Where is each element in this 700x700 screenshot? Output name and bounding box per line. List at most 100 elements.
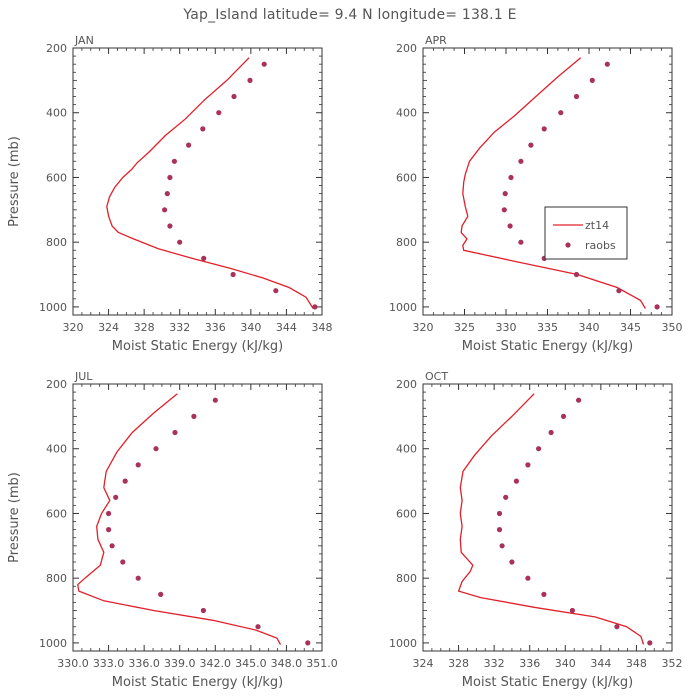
panel-label: JUL	[74, 370, 93, 383]
x-tick-label: 351.0	[306, 657, 338, 670]
data-point-raobs	[247, 77, 253, 83]
data-point-raobs	[541, 591, 547, 598]
x-tick-label: 336.0	[128, 657, 160, 670]
y-axis-label: Pressure (mb)	[7, 472, 22, 563]
plot-frame	[72, 47, 323, 316]
data-point-raobs	[496, 510, 503, 517]
x-tick-label: 348	[312, 321, 333, 334]
data-point-raobs	[135, 575, 141, 581]
figure-title: Yap_Island latitude= 9.4 N longitude= 13…	[182, 7, 516, 23]
data-point-raobs	[525, 462, 531, 468]
x-tick-label: 332	[484, 657, 505, 670]
y-tick-label: 800	[396, 572, 417, 585]
data-point-raobs	[501, 207, 507, 213]
x-tick-label: 320	[63, 321, 84, 334]
data-point-raobs	[312, 304, 318, 310]
x-tick-label: 340	[240, 321, 261, 334]
x-tick-label: 348.0	[271, 657, 303, 670]
y-tick-label: 200	[46, 42, 67, 55]
data-point-raobs	[109, 543, 115, 549]
data-point-raobs	[135, 462, 141, 468]
data-point-raobs	[616, 288, 622, 294]
series-line-zt14	[457, 393, 645, 645]
legend-entry-raobs: raobs	[585, 239, 616, 252]
data-point-raobs	[518, 239, 524, 245]
data-point-raobs	[569, 607, 576, 614]
data-point-raobs	[502, 191, 508, 197]
x-axis-label: Moist Static Energy (kJ/kg)	[112, 675, 283, 690]
y-tick-label: 1000	[39, 301, 67, 314]
panel-oct: 324 328 332 336 340 344 348 352 200 400 600 800 1000…	[389, 370, 683, 690]
data-point-raobs	[604, 61, 610, 67]
y-tick-label: 400	[46, 107, 67, 120]
panel-apr: 320 325 330 335 340 345 350 200 400 600 800 1000 APR…	[389, 34, 683, 354]
x-tick-label: 328	[134, 321, 155, 334]
x-tick-label: 340	[579, 321, 600, 334]
data-point-raobs	[230, 271, 236, 278]
panel-label: OCT	[425, 370, 448, 383]
y-tick-label: 400	[46, 443, 67, 456]
data-point-raobs	[528, 142, 534, 148]
y-tick-label: 600	[396, 171, 417, 184]
data-point-raobs	[560, 413, 567, 419]
x-tick-label: 345	[620, 321, 641, 334]
x-tick-label: 330.0	[57, 657, 89, 670]
x-axis-label: Moist Static Energy (kJ/kg)	[112, 339, 283, 354]
x-tick-label: 325	[454, 321, 475, 334]
panel-jul: 330.0 333.0 336.0 339.0 342.0 345.0 348.0 351.0…	[7, 370, 338, 690]
x-tick-label: 336	[519, 657, 540, 670]
x-axis-label: Moist Static Energy (kJ/kg)	[462, 339, 633, 354]
x-tick-label: 350	[662, 321, 683, 334]
data-point-raobs	[120, 559, 126, 565]
x-tick-label: 324	[413, 657, 434, 670]
x-tick-label: 339.0	[164, 657, 196, 670]
x-tick-label: 344	[276, 321, 297, 334]
x-tick-label: 344	[590, 657, 611, 670]
data-point-raobs	[573, 271, 580, 278]
data-point-raobs	[513, 478, 520, 484]
y-tick-label: 1000	[389, 301, 417, 314]
data-point-raobs	[200, 126, 206, 132]
data-point-raobs	[507, 223, 513, 229]
series-line-zt14	[460, 57, 646, 309]
legend: zt14 raobs	[544, 206, 628, 260]
y-tick-label: 1000	[39, 637, 67, 650]
legend-box	[544, 206, 628, 260]
data-point-raobs	[167, 223, 173, 229]
x-tick-label: 328	[448, 657, 469, 670]
data-point-raobs	[231, 93, 237, 100]
data-point-raobs	[509, 559, 515, 565]
x-tick-label: 335	[537, 321, 558, 334]
data-point-raobs	[654, 304, 660, 310]
data-point-raobs	[122, 478, 128, 484]
data-point-raobs	[518, 158, 524, 164]
data-point-raobs	[647, 640, 653, 646]
data-point-raobs	[589, 77, 595, 83]
data-point-raobs	[536, 446, 542, 452]
data-point-raobs	[496, 527, 503, 533]
y-tick-label: 600	[396, 507, 417, 520]
data-point-raobs	[261, 61, 267, 67]
data-point-raobs	[525, 575, 531, 581]
x-tick-label: 320	[413, 321, 434, 334]
data-point-raobs	[255, 624, 261, 630]
panel-jan: 320 324 328 332 336 340 344 348 200 400 600 800 1000…	[7, 34, 333, 354]
data-point-raobs	[172, 429, 178, 436]
data-point-raobs	[503, 494, 509, 500]
data-point-raobs	[558, 110, 564, 116]
x-tick-label: 332	[169, 321, 190, 334]
data-point-raobs	[499, 543, 505, 549]
x-tick-label: 340	[555, 657, 576, 670]
x-tick-label: 345.0	[235, 657, 267, 670]
x-tick-label: 352	[662, 657, 683, 670]
plot-frame	[422, 47, 673, 316]
data-point-raobs	[576, 397, 582, 403]
legend-dot-swatch	[565, 242, 571, 248]
x-tick-label: 333.0	[93, 657, 125, 670]
data-point-raobs	[164, 191, 170, 197]
x-tick-label: 342.0	[200, 657, 232, 670]
y-tick-label: 400	[396, 443, 417, 456]
data-point-raobs	[305, 640, 311, 646]
y-tick-label: 800	[46, 236, 67, 249]
series-line-zt14	[76, 393, 282, 645]
